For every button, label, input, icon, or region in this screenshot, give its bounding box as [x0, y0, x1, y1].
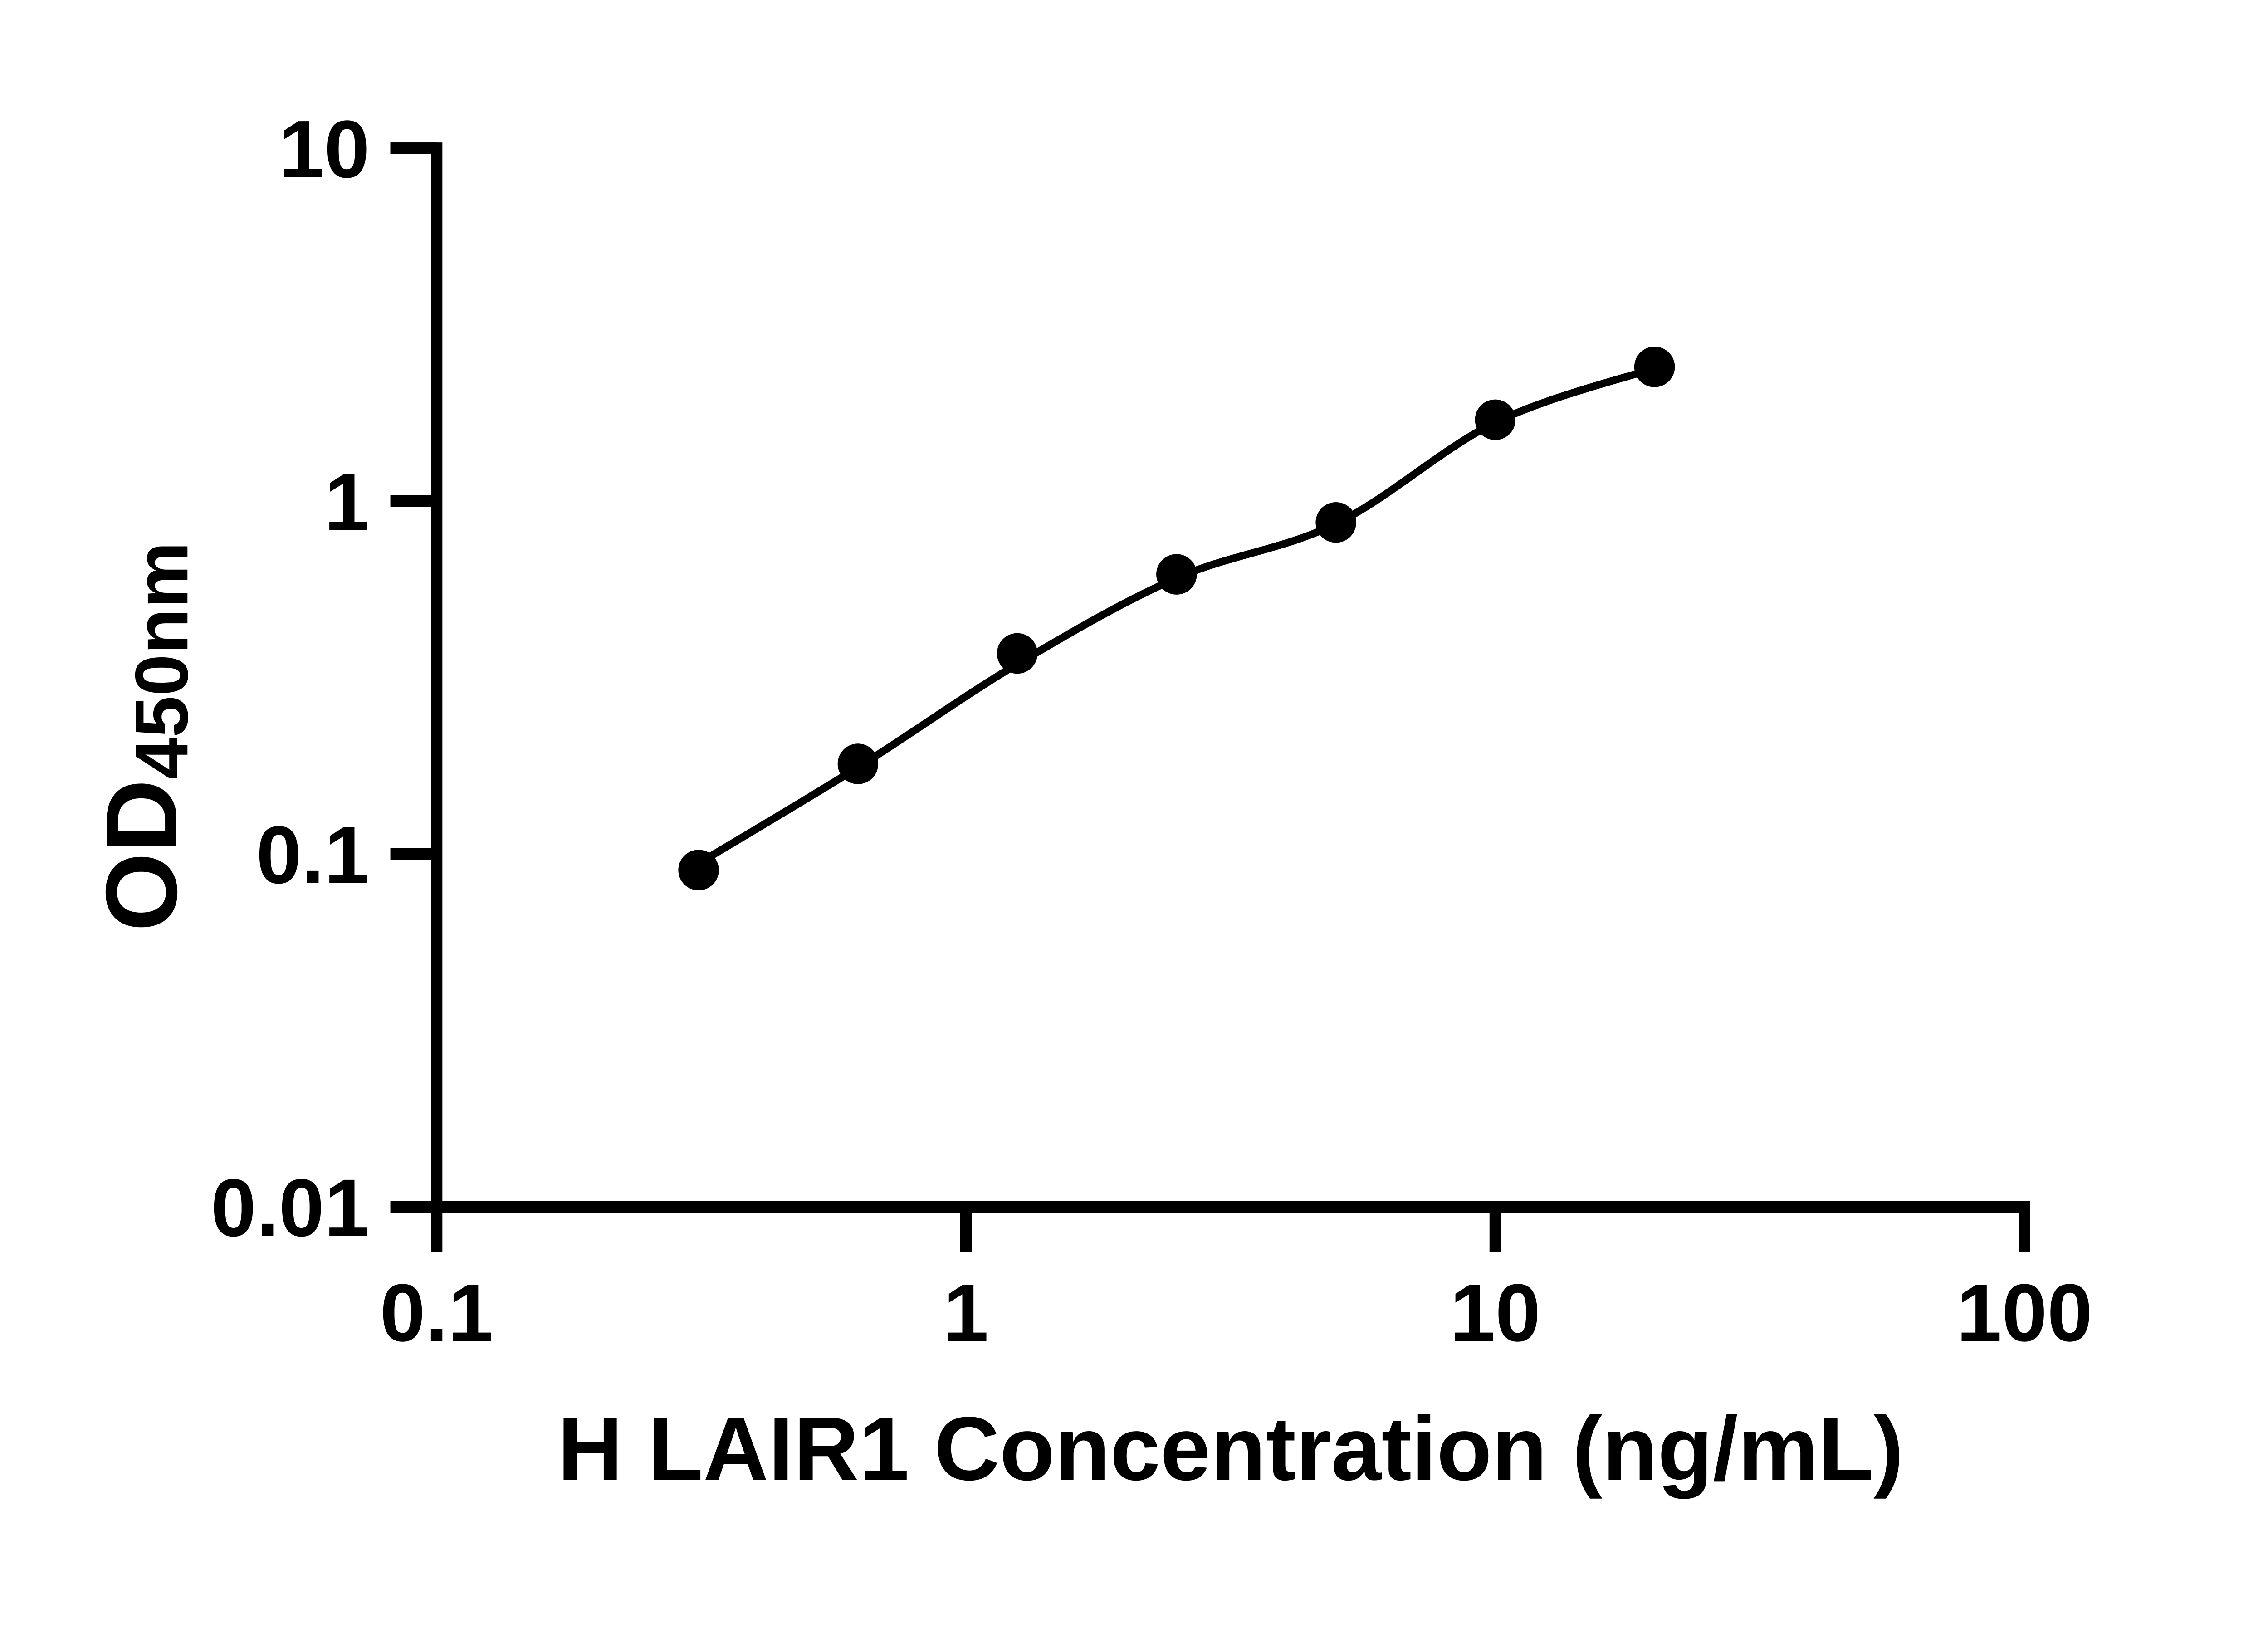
- fit-curve: [694, 364, 1658, 867]
- axis-frame: [390, 142, 2030, 1252]
- y-axis-title: OD450nm: [85, 542, 204, 931]
- x-tick-label: 10: [1450, 1267, 1540, 1359]
- x-axis-title: H LAIR1 Concentration (ng/mL): [557, 1398, 1904, 1499]
- data-point: [1315, 502, 1356, 543]
- y-tick-label: 10: [279, 104, 370, 195]
- elisa-standard-curve-figure: 0.01 0.1 1 10 0.1 1 10 100 H LAIR1 Concentratio…: [85, 103, 2093, 1500]
- y-axis-title-sub: 450nm: [120, 542, 204, 779]
- y-tick-label: 0.01: [211, 1163, 370, 1254]
- data-point: [1156, 554, 1197, 595]
- x-tick-label: 1: [943, 1267, 988, 1359]
- y-axis-title-main: OD: [85, 779, 198, 931]
- data-point: [678, 850, 719, 890]
- x-tick-label: 0.1: [380, 1267, 494, 1359]
- y-tick-label: 1: [324, 457, 370, 548]
- data-point: [997, 633, 1038, 674]
- data-point: [1475, 399, 1516, 440]
- data-point: [837, 743, 879, 784]
- x-tick-label: 100: [1956, 1267, 2092, 1359]
- data-point: [1634, 347, 1675, 387]
- y-tick-label: 0.1: [256, 810, 370, 901]
